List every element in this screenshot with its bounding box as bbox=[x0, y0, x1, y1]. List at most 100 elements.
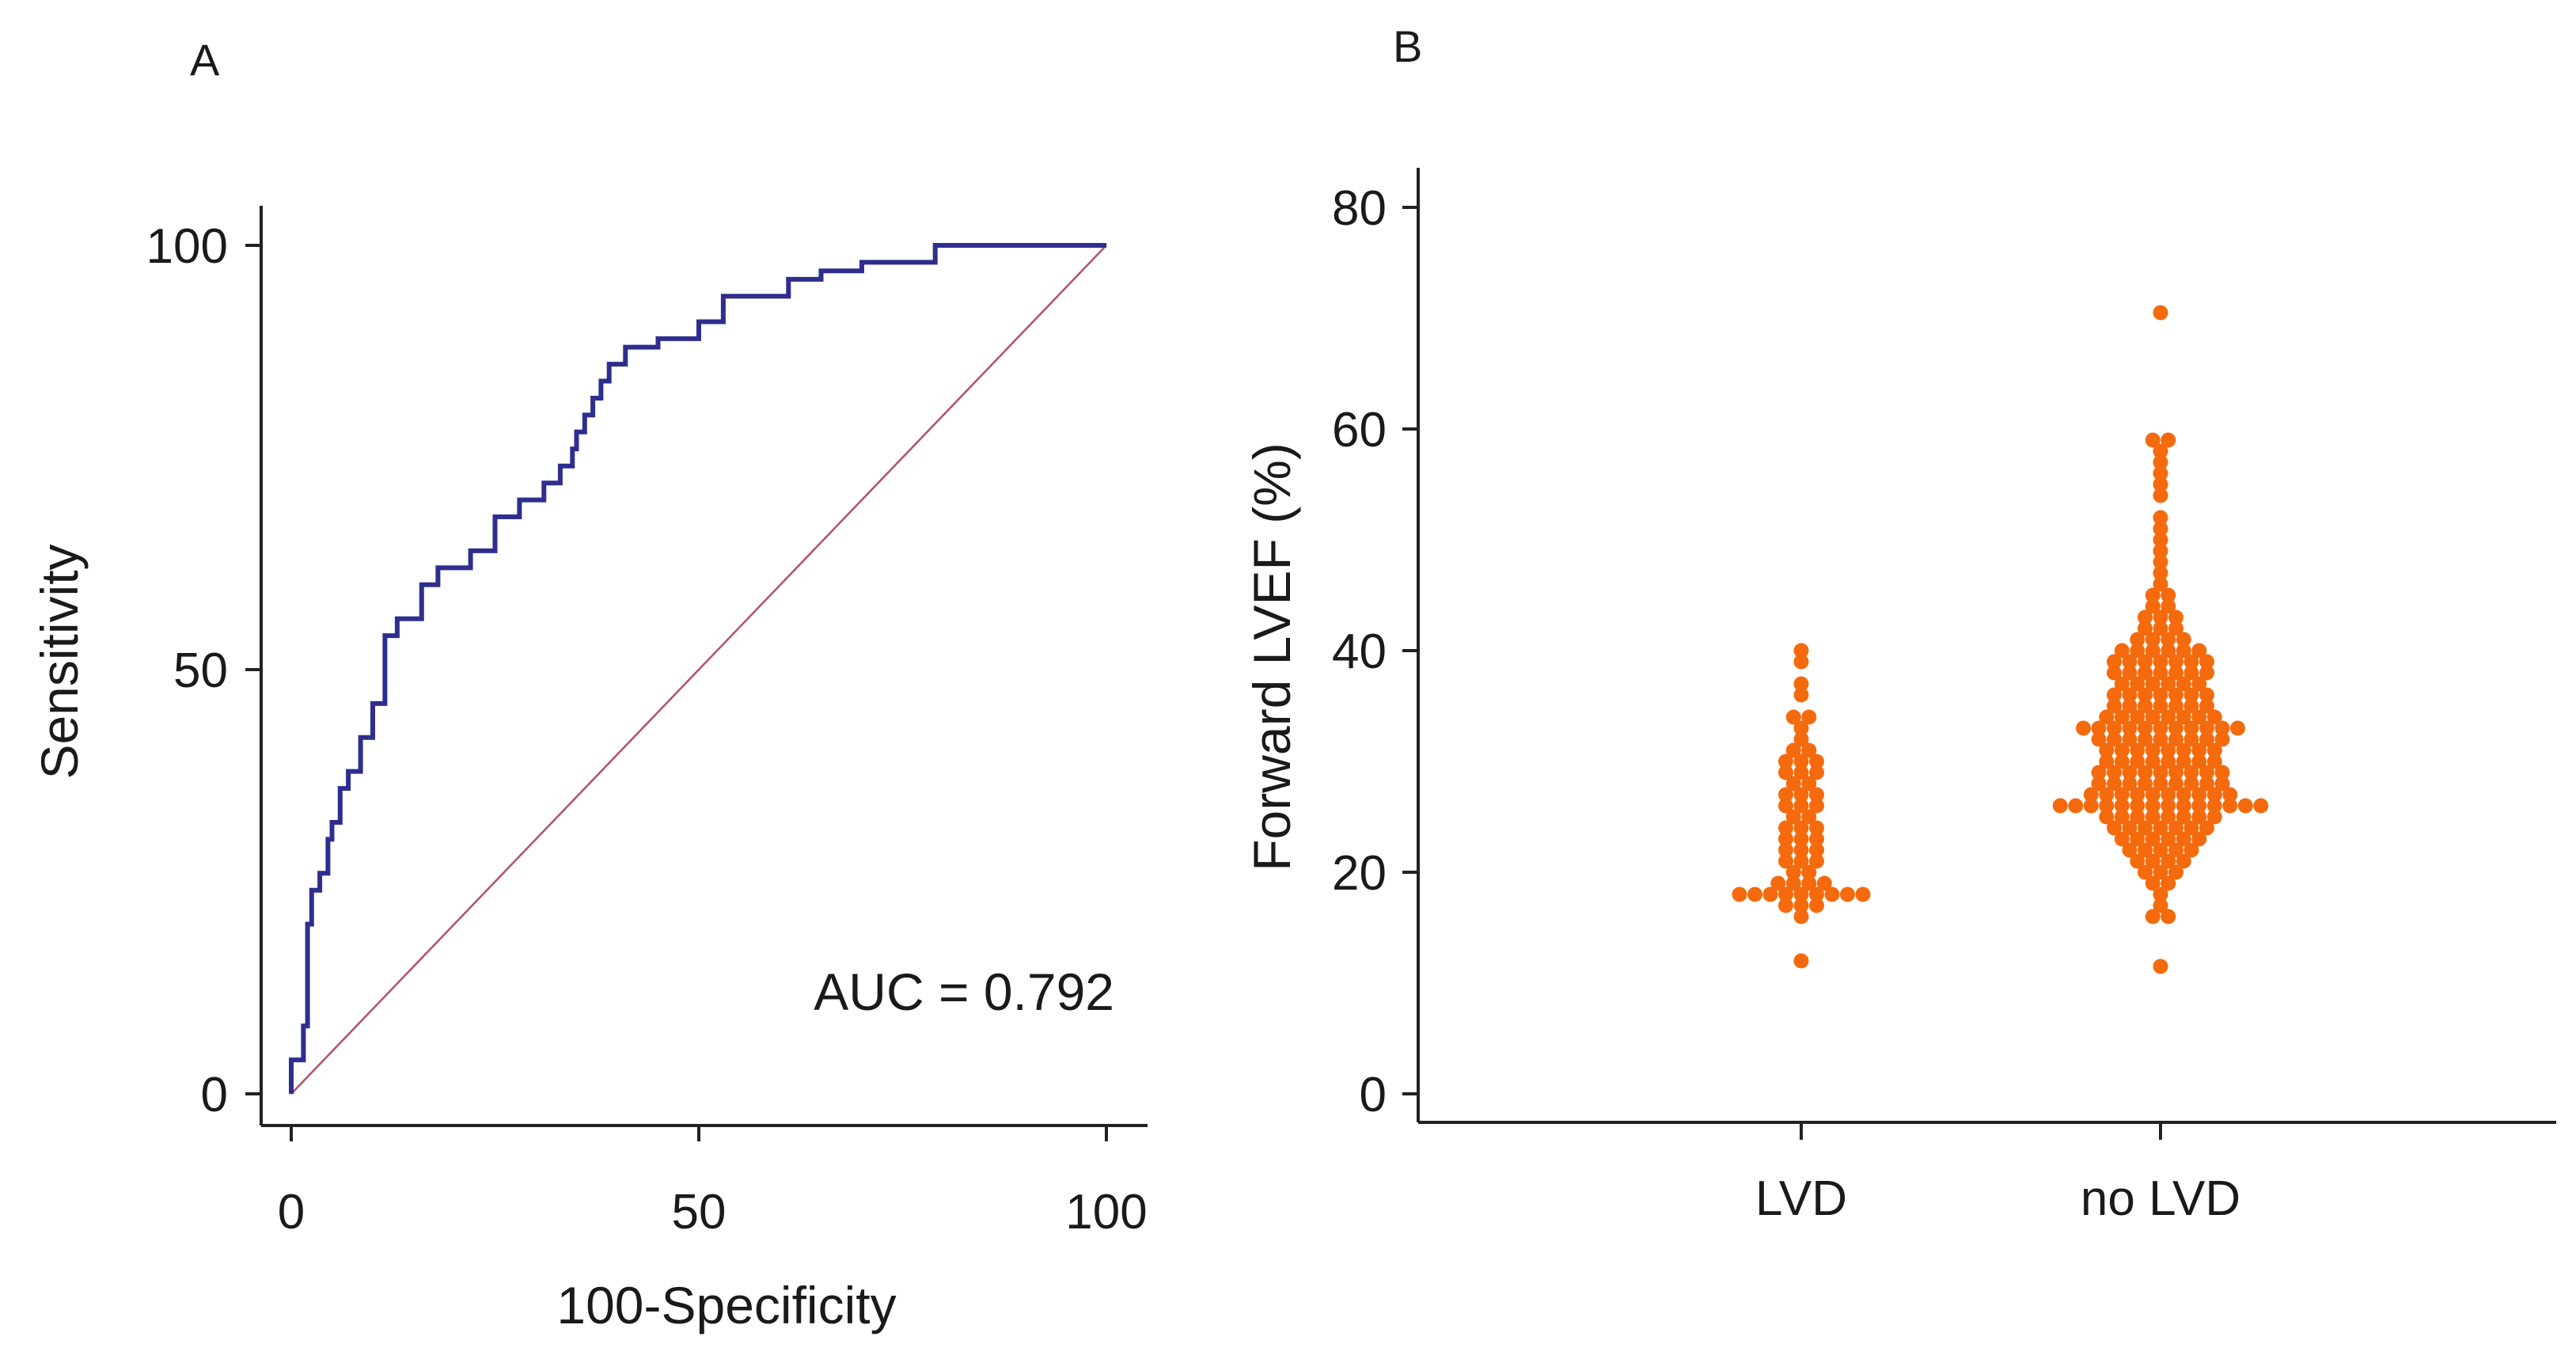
panel-b-dot-no-lvd bbox=[2161, 676, 2176, 692]
panel-a-auc-annotation: AUC = 0.792 bbox=[814, 962, 1114, 1021]
panel-b-dot-lvd bbox=[1778, 831, 1793, 847]
panel-b-dot-no-lvd bbox=[2114, 709, 2130, 725]
panel-b-dot-no-lvd bbox=[2099, 754, 2115, 769]
panel-b-dot-lvd bbox=[1793, 787, 1809, 803]
panel-a-letter: A bbox=[190, 35, 220, 85]
panel-b-dot-no-lvd bbox=[2107, 731, 2122, 747]
panel-b-dot-lvd bbox=[1793, 720, 1809, 736]
panel-b-dot-no-lvd bbox=[2138, 687, 2153, 703]
panel-b-dot-no-lvd bbox=[2130, 754, 2145, 769]
panel-b-dot-no-lvd bbox=[2099, 809, 2115, 825]
panel-b-y-axis-title: Forward LVEF (%) bbox=[1242, 442, 1301, 871]
panel-b-dot-lvd bbox=[1793, 731, 1809, 747]
panel-b-dot-no-lvd bbox=[2130, 632, 2145, 647]
panel-b-dot-no-lvd bbox=[2168, 820, 2183, 836]
panel-a-y-tick-label: 100 bbox=[146, 219, 228, 274]
panel-b-dot-no-lvd bbox=[2183, 698, 2199, 714]
panel-b-dot-no-lvd bbox=[2145, 853, 2161, 869]
panel-b-dot-no-lvd bbox=[2153, 886, 2168, 902]
panel-b-dot-lvd bbox=[1809, 853, 1824, 869]
panel-b-dot-no-lvd bbox=[2153, 305, 2168, 321]
panel-b-dot-no-lvd bbox=[2176, 676, 2191, 692]
panel-b-dots bbox=[1732, 305, 2269, 974]
panel-b-dot-lvd bbox=[1801, 742, 1817, 758]
panel-b-dot-lvd bbox=[1809, 898, 1824, 913]
panel-b-dot-no-lvd bbox=[2153, 521, 2168, 537]
panel-b-dot-no-lvd bbox=[2145, 875, 2161, 891]
panel-b-dot-no-lvd bbox=[2199, 720, 2214, 736]
panel-b-dot-no-lvd bbox=[2138, 609, 2153, 625]
panel-b-dot-lvd bbox=[1778, 886, 1793, 902]
panel-b-y-tick-label: 60 bbox=[1332, 403, 1387, 457]
panel-a-y-axis-title: Sensitivity bbox=[30, 544, 89, 779]
panel-b-dot-no-lvd bbox=[2107, 720, 2122, 736]
panel-b-dot-lvd bbox=[1778, 787, 1793, 803]
panel-b-dot-no-lvd bbox=[2199, 731, 2214, 747]
panel-b-dot-lvd bbox=[1793, 831, 1809, 847]
panel-b-dot-no-lvd bbox=[2145, 754, 2161, 769]
panel-b-dot-no-lvd bbox=[2091, 720, 2107, 736]
panel-b-dot-no-lvd bbox=[2107, 820, 2122, 836]
panel-b-dot-lvd bbox=[1793, 853, 1809, 869]
panel-b-dot-no-lvd bbox=[2153, 576, 2168, 592]
panel-b-dot-no-lvd bbox=[2130, 831, 2145, 847]
panel-b-dot-no-lvd bbox=[2161, 598, 2176, 614]
panel-b-dot-no-lvd bbox=[2206, 709, 2222, 725]
panel-b-dot-lvd bbox=[1809, 820, 1824, 836]
panel-b-dot-no-lvd bbox=[2145, 432, 2161, 448]
panel-b-dot-no-lvd bbox=[2183, 720, 2199, 736]
panel-b-dot-no-lvd bbox=[2153, 665, 2168, 681]
panel-b-dot-no-lvd bbox=[2168, 609, 2183, 625]
panel-b-dot-no-lvd bbox=[2122, 698, 2138, 714]
panel-b-dot-no-lvd bbox=[2145, 909, 2161, 924]
panel-b-dot-no-lvd bbox=[2138, 665, 2153, 681]
panel-b-dot-no-lvd bbox=[2222, 798, 2238, 814]
panel-b-dot-no-lvd bbox=[2168, 720, 2183, 736]
panel-b-dot-no-lvd bbox=[2183, 687, 2199, 703]
panel-b-dot-lvd bbox=[1816, 875, 1832, 891]
panel-b-dot-lvd bbox=[1793, 886, 1809, 902]
panel-b-ticks: 0 20 40 60 80 LVD no LVD bbox=[1332, 181, 2240, 1226]
panel-b-dot-no-lvd bbox=[2107, 665, 2122, 681]
panel-b-dot-lvd bbox=[1785, 776, 1801, 791]
panel-b-dot-no-lvd bbox=[2161, 787, 2176, 803]
panel-b-dot-no-lvd bbox=[2199, 698, 2214, 714]
panel-b-dot-no-lvd bbox=[2138, 820, 2153, 836]
panel-b-dot-no-lvd bbox=[2138, 720, 2153, 736]
panel-b-dot-no-lvd bbox=[2052, 798, 2068, 814]
panel-b-dot-lvd bbox=[1770, 875, 1786, 891]
panel-b-dot-no-lvd bbox=[2091, 776, 2107, 791]
panel-b-dot-lvd bbox=[1785, 709, 1801, 725]
panel-b-dot-no-lvd bbox=[2145, 676, 2161, 692]
panel-b-dot-no-lvd bbox=[2161, 742, 2176, 758]
panel-b-dot-no-lvd bbox=[2176, 742, 2191, 758]
panel-b-dot-no-lvd bbox=[2191, 787, 2207, 803]
panel-b-dot-no-lvd bbox=[2122, 687, 2138, 703]
panel-b-dot-lvd bbox=[1793, 676, 1809, 692]
panel-b-dot-lvd bbox=[1809, 842, 1824, 858]
panel-b-dot-no-lvd bbox=[2138, 654, 2153, 670]
panel-b-dot-no-lvd bbox=[2107, 654, 2122, 670]
panel-b-dot-no-lvd bbox=[2161, 709, 2176, 725]
panel-b-dot-no-lvd bbox=[2183, 765, 2199, 780]
panel-b-y-tick-label: 20 bbox=[1332, 846, 1387, 901]
panel-b-dot-no-lvd bbox=[2214, 720, 2230, 736]
panel-b-dot-no-lvd bbox=[2114, 754, 2130, 769]
panel-b-dot-lvd bbox=[1793, 909, 1809, 924]
panel-b-dot-no-lvd bbox=[2176, 831, 2191, 847]
panel-b-dot-no-lvd bbox=[2222, 787, 2238, 803]
panel-b-dot-no-lvd bbox=[2253, 798, 2269, 814]
panel-b-dot-no-lvd bbox=[2138, 698, 2153, 714]
panel-b-dot-no-lvd bbox=[2099, 709, 2115, 725]
panel-b-dot-lvd bbox=[1855, 886, 1871, 902]
panel-b-dot-no-lvd bbox=[2176, 754, 2191, 769]
panel-b-dot-no-lvd bbox=[2199, 665, 2214, 681]
panel-b-dot-no-lvd bbox=[2199, 654, 2214, 670]
panel-b-dot-no-lvd bbox=[2183, 842, 2199, 858]
panel-b-dot-no-lvd bbox=[2099, 798, 2115, 814]
panel-b-dot-no-lvd bbox=[2153, 609, 2168, 625]
panel-b-dot-no-lvd bbox=[2168, 654, 2183, 670]
panel-b-letter: B bbox=[1393, 21, 1422, 71]
panel-b-dot-no-lvd bbox=[2191, 831, 2207, 847]
panel-b-dot-no-lvd bbox=[2191, 742, 2207, 758]
